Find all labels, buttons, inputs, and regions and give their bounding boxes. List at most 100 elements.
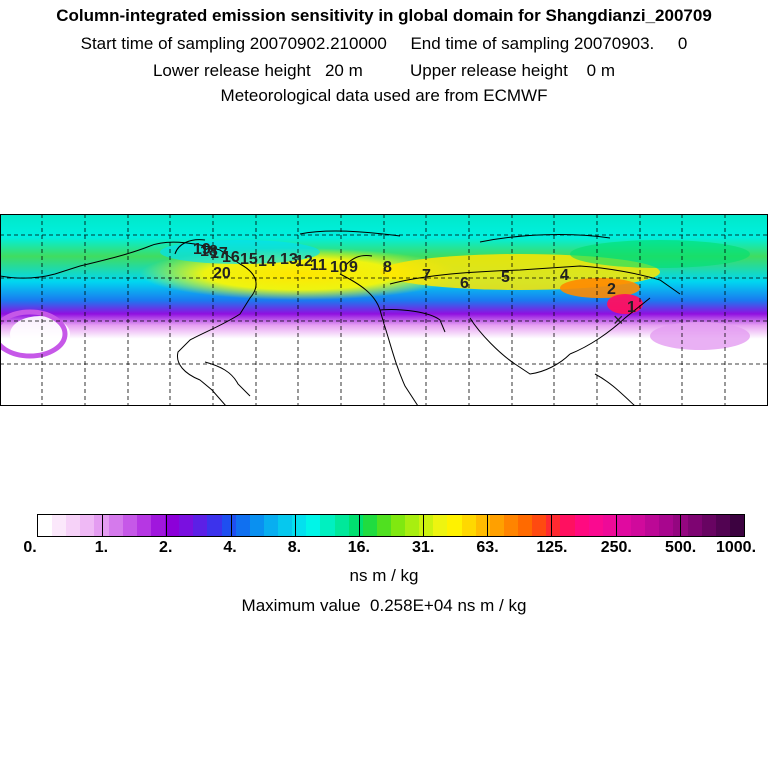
colorbar-swatch xyxy=(603,515,617,536)
colorbar-swatch xyxy=(659,515,673,536)
colorbar-swatch xyxy=(490,515,504,536)
trajectory-label: 17 xyxy=(210,245,228,262)
colorbar-swatch xyxy=(546,515,560,536)
colorbar-swatch xyxy=(335,515,349,536)
colorbar-swatch xyxy=(504,515,518,536)
colorbar-swatch xyxy=(433,515,447,536)
colorbar-divider xyxy=(102,515,103,536)
trajectory-label: 12 xyxy=(295,253,313,270)
plot-title: Column-integrated emission sensitivity i… xyxy=(56,6,712,25)
release-heights: Lower release height 20 m Upper release … xyxy=(152,61,616,80)
colorbar-swatch xyxy=(560,515,575,536)
colorbar-tick-label: 1000. xyxy=(715,539,757,556)
trajectory-label: 18 xyxy=(200,243,218,260)
colorbar-swatch xyxy=(222,515,236,536)
colorbar xyxy=(37,514,745,537)
trajectory-label: 19 xyxy=(193,241,211,258)
colorbar-divider xyxy=(166,515,167,536)
station-marker-icon: × xyxy=(613,310,624,330)
colorbar-swatch xyxy=(419,515,433,536)
colorbar-swatch xyxy=(391,515,405,536)
colorbar-swatch xyxy=(250,515,264,536)
colorbar-divider xyxy=(551,515,552,536)
sampling-times: Start time of sampling 20070902.210000 E… xyxy=(80,34,688,53)
maximum-value: Maximum value 0.258E+04 ns m / kg xyxy=(241,596,527,615)
colorbar-swatch xyxy=(518,515,532,536)
colorbar-swatch xyxy=(377,515,391,536)
colorbar-swatch xyxy=(109,515,123,536)
trajectory-label: 11 xyxy=(310,257,327,274)
colorbar-divider xyxy=(231,515,232,536)
trajectory-label: 16 xyxy=(222,249,240,266)
trajectory-labels: 1 2 4 5 6 7 8 9 10 11 12 13 14 15 16 17 … xyxy=(193,241,636,330)
colorbar-swatch xyxy=(278,515,292,536)
trajectory-label: 20 xyxy=(213,265,231,282)
grid-lines xyxy=(0,214,768,406)
colorbar-swatch xyxy=(447,515,462,536)
colorbar-swatch xyxy=(320,515,335,536)
colorbar-tick-label: 16. xyxy=(347,539,370,556)
colorbar-tick-label: 2. xyxy=(159,539,173,556)
colorbar-swatch xyxy=(52,515,66,536)
colorbar-swatch xyxy=(151,515,165,536)
trajectory-label: 10 xyxy=(330,259,348,276)
colorbar-swatch xyxy=(193,515,207,536)
trajectory-label: 8 xyxy=(383,259,392,276)
colorbar-tick-label: 1. xyxy=(94,539,109,556)
colorbar-swatch xyxy=(349,515,363,536)
trajectory-label: 7 xyxy=(422,267,431,284)
colorbar-swatch xyxy=(688,515,702,536)
trajectory-label: 5 xyxy=(501,269,510,286)
trajectory-label: 15 xyxy=(240,251,258,268)
met-data-source: Meteorological data used are from ECMWF xyxy=(220,86,548,105)
colorbar-swatch xyxy=(730,515,744,536)
colorbar-swatch xyxy=(94,515,109,536)
colorbar-swatch xyxy=(617,515,631,536)
colorbar-swatch xyxy=(589,515,603,536)
trajectory-label: 4 xyxy=(560,267,569,284)
colorbar-swatch xyxy=(405,515,419,536)
trajectory-label: 1 xyxy=(627,299,636,316)
sensitivity-map: 1 2 4 5 6 7 8 9 10 11 12 13 14 15 16 17 … xyxy=(0,214,768,406)
trajectory-label: 14 xyxy=(258,253,276,270)
colorbar-swatch xyxy=(80,515,94,536)
colorbar-divider xyxy=(423,515,424,536)
colorbar-divider xyxy=(680,515,681,536)
colorbar-tick-label: 125. xyxy=(536,539,568,556)
trajectory-label: 9 xyxy=(349,259,358,276)
colorbar-tick-label: 250. xyxy=(600,539,632,556)
colorbar-swatch xyxy=(631,515,645,536)
colorbar-tick-label: 63. xyxy=(476,539,499,556)
colorbar-tick-label: 0. xyxy=(23,539,37,556)
trajectory-label: 13 xyxy=(280,251,298,268)
colorbar-swatch xyxy=(264,515,278,536)
colorbar-tick-label: 500. xyxy=(665,539,697,556)
trajectory-label: 2 xyxy=(607,281,616,298)
coastlines xyxy=(0,230,681,406)
trajectory-label: 6 xyxy=(460,275,469,292)
colorbar-swatch xyxy=(462,515,476,536)
colorbar-tick-label: 8. xyxy=(287,539,302,556)
colorbar-divider xyxy=(487,515,488,536)
colorbar-divider xyxy=(616,515,617,536)
colorbar-divider xyxy=(359,515,360,536)
colorbar-swatch xyxy=(207,515,222,536)
colorbar-swatch xyxy=(165,515,179,536)
colorbar-swatch xyxy=(702,515,716,536)
colorbar-swatch xyxy=(137,515,151,536)
colorbar-swatch xyxy=(363,515,377,536)
colorbar-tick-labels: 0. 1. 2. 4. 8. 16. 31. 63. 125. 250. 500. 1000. xyxy=(0,539,768,559)
colorbar-swatch xyxy=(645,515,659,536)
colorbar-swatch xyxy=(532,515,546,536)
colorbar-tick-label: 31. xyxy=(412,539,435,556)
colorbar-tick-label: 4. xyxy=(223,539,237,556)
colorbar-swatch xyxy=(575,515,589,536)
colorbar-swatch xyxy=(38,515,52,536)
colorbar-swatch xyxy=(123,515,137,536)
colorbar-swatch xyxy=(66,515,80,536)
colorbar-swatch xyxy=(716,515,730,536)
colorbar-divider xyxy=(295,515,296,536)
colorbar-swatch xyxy=(179,515,193,536)
colorbar-unit: ns m / kg xyxy=(349,566,419,585)
colorbar-swatch xyxy=(306,515,320,536)
